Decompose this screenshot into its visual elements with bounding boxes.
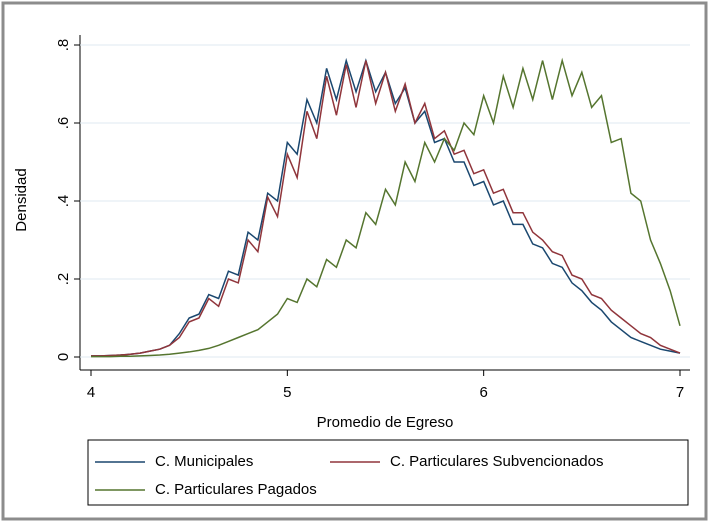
legend-label: C. Particulares Pagados	[155, 481, 317, 498]
legend-label: C. Municipales	[155, 453, 253, 470]
x-axis-title: Promedio de Egreso	[317, 414, 454, 431]
x-tick-label: 7	[676, 384, 684, 401]
y-tick-label: .6	[55, 117, 72, 130]
y-axis-title: Densidad	[13, 168, 30, 231]
x-tick-label: 6	[479, 384, 487, 401]
y-tick-label: .8	[55, 39, 72, 52]
legend-label: C. Particulares Subvencionados	[390, 453, 603, 470]
line	[91, 60, 681, 357]
line	[91, 57, 681, 358]
legend-box	[87, 439, 689, 506]
y-tick-label: .4	[55, 195, 72, 208]
x-tick-label: 5	[283, 384, 291, 401]
y-tick-label: 0	[55, 353, 72, 361]
y-tick-label: .2	[55, 273, 72, 286]
x-tick-label: 4	[87, 384, 95, 401]
